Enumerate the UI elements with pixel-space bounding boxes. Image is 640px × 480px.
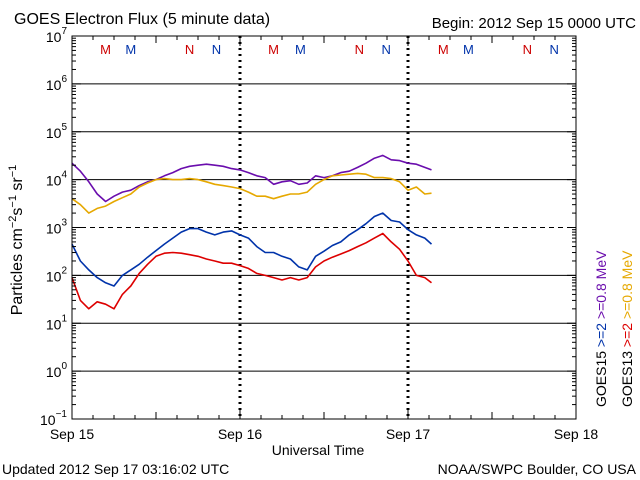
y-tick-label: 103 (46, 218, 68, 237)
legend-entry: >=2 (593, 323, 609, 351)
y-tick-label: 100 (46, 361, 68, 380)
mn-marker-M: M (295, 42, 306, 57)
mn-marker-M: M (100, 42, 111, 57)
x-axis-label: Universal Time (272, 442, 365, 458)
x-tick-label: Sep 16 (218, 426, 263, 442)
mn-marker-N: N (523, 42, 532, 57)
x-tick-label: Sep 15 (50, 426, 95, 442)
x-axis-ticks: Sep 15 Sep 16 Sep 17 Sep 18 (50, 36, 599, 442)
legend-entry: >=2 (619, 323, 635, 351)
mn-marker-M: M (268, 42, 279, 57)
chart-title: GOES Electron Flux (5 minute data) (14, 11, 270, 28)
credit-text: NOAA/SWPC Boulder, CO USA (438, 461, 637, 477)
legend-entry: GOES13 (619, 351, 635, 407)
flux-series (71, 154, 433, 310)
begin-time-label: Begin: 2012 Sep 15 0000 UTC (432, 15, 636, 32)
mn-marker-N: N (355, 42, 364, 57)
mn-marker-N: N (212, 42, 221, 57)
y-tick-label: 101 (46, 313, 68, 332)
series-line (71, 232, 432, 310)
legend-entry: >=0.8 MeV (593, 250, 609, 323)
legend-goes13: GOES13 >=2 >=0.8 MeV (619, 250, 635, 407)
y-tick-label: 107 (46, 26, 68, 45)
mn-marker-N: N (381, 42, 390, 57)
x-tick-label: Sep 18 (554, 426, 599, 442)
y-axis-label: Particles cm−2s−1 sr−1 (7, 165, 26, 316)
y-tick-label: 106 (46, 74, 68, 93)
legend-entry: >=0.8 MeV (619, 250, 635, 323)
series-line (71, 172, 432, 214)
mn-marker-N: N (185, 42, 194, 57)
day-boundary-markers (238, 36, 410, 419)
mn-marker-M: M (438, 42, 449, 57)
mn-marker-M: M (125, 42, 136, 57)
plot-gridlines (72, 83, 576, 372)
mn-marker-M: M (463, 42, 474, 57)
legend-goes15: GOES15 >=2 >=0.8 MeV (593, 250, 609, 407)
y-tick-label: 102 (46, 265, 68, 284)
x-tick-label: Sep 17 (386, 426, 431, 442)
mn-marker-N: N (549, 42, 558, 57)
y-axis-ticks: 107 106 105 104 103 102 101 100 10−1 (40, 26, 576, 428)
y-tick-label: 104 (46, 170, 68, 189)
series-line (71, 154, 432, 203)
updated-timestamp: Updated 2012 Sep 17 03:16:02 UTC (2, 461, 229, 477)
legend-entry: GOES15 (593, 351, 609, 407)
y-tick-label: 10−1 (40, 409, 67, 428)
y-tick-label: 105 (46, 122, 68, 141)
series-line (71, 212, 433, 287)
